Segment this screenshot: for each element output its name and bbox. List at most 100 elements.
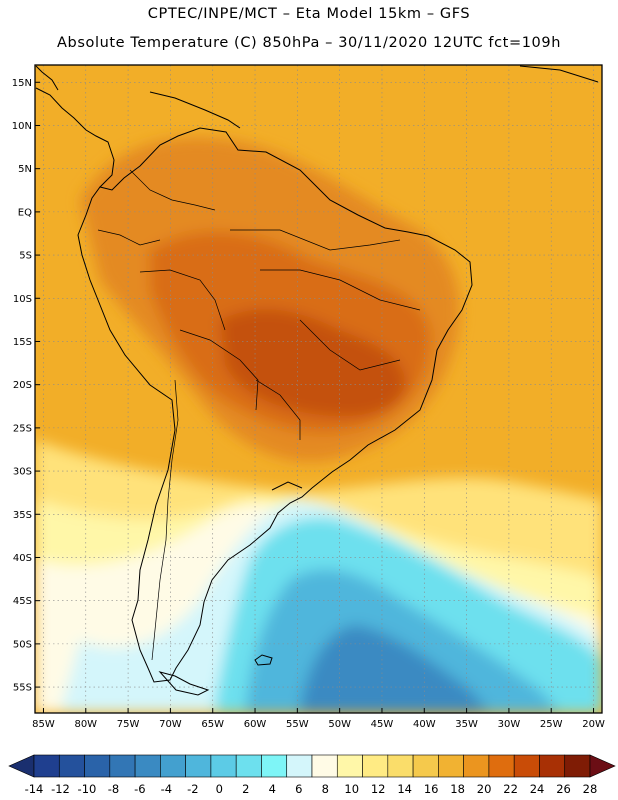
lon-tick-label: 25W — [540, 719, 563, 730]
colorbar-swatch — [387, 754, 414, 778]
graticule — [35, 65, 602, 713]
lat-tick-label: 25S — [13, 423, 32, 434]
lat-tick-label: 40S — [13, 553, 32, 564]
colorbar-label: 16 — [424, 782, 439, 796]
latitude-axis: 15N 10N 5N EQ 5S 10S 15S 20S 25S 30S 35S 40S 45S 50S 5… — [12, 78, 40, 694]
border-colombia-venezuela — [129, 169, 216, 211]
lat-tick-label: 10S — [13, 294, 32, 305]
border-brazil-states-2 — [299, 319, 401, 371]
colorbar-swatch — [58, 754, 85, 778]
colorbar-swatch — [185, 754, 212, 778]
colorbar-swatch — [463, 754, 490, 778]
border-brazil-states — [260, 269, 421, 311]
lat-tick-label: 35S — [13, 510, 32, 521]
border-argentina-chile — [151, 379, 179, 661]
coastline-yucatan — [35, 65, 59, 91]
coastline-south-america — [77, 127, 473, 683]
chart-title-line2: Absolute Temperature (C) 850hPa – 30/11/… — [57, 35, 561, 51]
border-bolivia — [179, 329, 259, 411]
political-borders — [97, 169, 421, 661]
island-falklands — [254, 654, 273, 666]
colorbar-label: 6 — [295, 782, 302, 796]
colorbar-label: -14 — [25, 782, 44, 796]
colorbar-swatch — [160, 754, 186, 778]
lon-tick-label: 40W — [413, 719, 436, 730]
coastline-central-america — [35, 87, 115, 188]
lon-tick-label: 45W — [371, 719, 394, 730]
lon-tick-label: 50W — [328, 719, 351, 730]
colorbar-swatch — [488, 754, 515, 778]
lon-tick-label: 65W — [201, 719, 224, 730]
border-brazil-paraguay — [255, 379, 301, 440]
colorbar-swatch — [109, 754, 136, 778]
lon-tick-label: 80W — [74, 719, 97, 730]
field-land-core — [220, 309, 406, 417]
colorbar: -14 -12 -10 -8 -6 -4 -2 0 2 4 6 8 10 12 14 16 18 20 22 24 26… — [8, 754, 616, 796]
colorbar-label: 18 — [450, 782, 465, 796]
river-plate — [271, 481, 303, 491]
colorbar-label: -8 — [108, 782, 119, 796]
colorbar-swatch — [84, 754, 111, 778]
colorbar-swatch — [362, 754, 389, 778]
lat-tick-label: 10N — [12, 121, 32, 132]
colorbar-label: -4 — [161, 782, 172, 796]
lon-tick-label: 70W — [159, 719, 182, 730]
lat-tick-label: 15N — [12, 78, 32, 89]
border-brazil-states-3 — [230, 229, 401, 251]
lat-tick-label: 20S — [13, 380, 32, 391]
colorbar-swatch — [134, 754, 161, 778]
colorbar-swatch — [539, 754, 566, 778]
colorbar-swatch — [261, 754, 288, 778]
colorbar-swatch — [311, 754, 338, 778]
lat-tick-label: 45S — [13, 596, 32, 607]
colorbar-swatch — [336, 754, 363, 778]
colorbar-swatch — [33, 754, 60, 778]
lon-tick-label: 75W — [117, 719, 140, 730]
colorbar-swatch — [235, 754, 262, 778]
colorbar-label: 4 — [269, 782, 276, 796]
lat-tick-label: 50S — [13, 639, 32, 650]
chart-title-line1: CPTEC/INPE/MCT – Eta Model 15km – GFS — [147, 6, 471, 22]
lat-tick-label: 55S — [13, 683, 32, 694]
colorbar-label: -6 — [134, 782, 145, 796]
island-tierra-del-fuego — [158, 671, 210, 696]
field-band-deep-blue — [300, 625, 490, 713]
island-cuba — [519, 65, 599, 83]
colorbar-label: 14 — [397, 782, 412, 796]
lon-tick-label: 35W — [455, 719, 478, 730]
colorbar-label: 24 — [530, 782, 545, 796]
colorbar-label: 2 — [242, 782, 249, 796]
lon-tick-label: 55W — [286, 719, 309, 730]
colorbar-label: 8 — [322, 782, 329, 796]
colorbar-swatch — [286, 754, 313, 778]
colorbar-label: 28 — [583, 782, 598, 796]
border-peru-brazil — [139, 269, 226, 331]
coastline-caribbean — [149, 91, 241, 129]
colorbar-label: 12 — [371, 782, 386, 796]
coastlines — [35, 65, 599, 696]
colorbar-label: 10 — [344, 782, 359, 796]
lat-tick-label: 5S — [19, 251, 32, 262]
colorbar-label: 26 — [556, 782, 571, 796]
colorbar-label: 0 — [216, 782, 223, 796]
colorbar-high-arrow — [589, 754, 616, 778]
lat-tick-label: 5N — [18, 164, 32, 175]
colorbar-low-arrow — [8, 754, 35, 778]
lon-tick-label: 60W — [244, 719, 267, 730]
colorbar-label: -10 — [78, 782, 97, 796]
lat-tick-label: 30S — [13, 467, 32, 478]
colorbar-swatch — [564, 754, 591, 778]
colorbar-label: 22 — [503, 782, 518, 796]
border-colombia-south — [97, 229, 161, 246]
colorbar-swatch — [412, 754, 439, 778]
colorbar-swatch — [438, 754, 464, 778]
colorbar-swatch — [210, 754, 237, 778]
lon-tick-label: 30W — [498, 719, 521, 730]
plot-frame — [34, 64, 603, 714]
lon-tick-label: 85W — [32, 719, 55, 730]
colorbar-label: -12 — [51, 782, 70, 796]
lon-tick-label: 20W — [582, 719, 605, 730]
longitude-axis: 85W 80W 75W 70W 65W 60W 55W 50W 45W 40W 35W 30W 25W 2… — [32, 708, 605, 730]
lat-tick-label: EQ — [18, 207, 32, 218]
